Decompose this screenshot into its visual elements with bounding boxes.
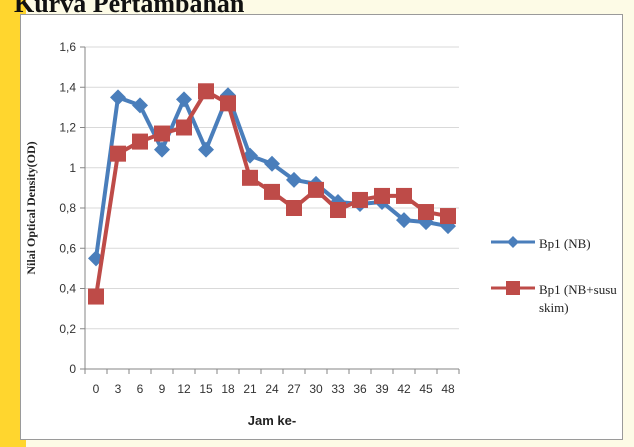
data-point-square — [374, 187, 390, 204]
y-tick-label: 1,6 — [59, 40, 76, 54]
x-tick-label: 33 — [331, 382, 345, 396]
data-point-diamond — [396, 212, 412, 229]
x-tick-label: 12 — [177, 382, 191, 396]
x-tick-label: 27 — [287, 382, 301, 396]
data-point-square — [132, 133, 148, 150]
y-tick-label: 0,4 — [59, 282, 76, 296]
data-point-square — [308, 181, 324, 198]
data-point-square — [220, 95, 236, 112]
data-point-diamond — [264, 155, 280, 172]
data-point-square — [286, 200, 302, 216]
y-tick-label: 0,8 — [59, 201, 76, 215]
data-point-square — [330, 202, 346, 219]
data-point-square — [264, 183, 280, 200]
legend: Bp1 (NB) Bp1 (NB+susu skim) — [491, 233, 634, 323]
data-point-diamond — [198, 141, 214, 158]
labels: 00,20,40,60,811,21,41,60 3 6 9 12 15 18 21 24 27 3… — [24, 40, 455, 428]
y-tick-label: 0 — [69, 362, 76, 376]
x-tick-label: 39 — [375, 382, 389, 396]
data-point-diamond — [132, 97, 148, 114]
legend-label-series-1: Bp1 (NB) — [539, 236, 591, 251]
legend-label-series-2: Bp1 (NB+susu skim) — [539, 282, 617, 315]
x-tick-label: 36 — [353, 382, 367, 396]
x-tick-label: 21 — [243, 382, 257, 396]
page-title: Kurva Pertambahan — [14, 0, 245, 18]
data-point-square — [352, 191, 368, 208]
data-point-square — [242, 169, 258, 186]
x-tick-label: 18 — [221, 382, 235, 396]
y-tick-label: 1,2 — [59, 121, 76, 135]
legend-swatch-square — [491, 281, 535, 295]
x-tick-label: 15 — [199, 382, 213, 396]
x-axis-title: Jam ke- — [248, 413, 296, 428]
legend-item-series-1: Bp1 (NB) — [491, 233, 634, 263]
y-axis-title: Nilai Optical Density(OD) — [24, 141, 38, 274]
x-tick-label: 9 — [159, 382, 166, 396]
x-tick-label: 48 — [441, 382, 455, 396]
data-point-square — [154, 125, 170, 142]
data-point-square — [88, 288, 104, 305]
y-tick-label: 0,6 — [59, 241, 76, 255]
axes — [80, 46, 460, 374]
x-tick-label: 45 — [419, 382, 433, 396]
series-layer — [88, 83, 456, 305]
data-point-diamond — [286, 171, 302, 188]
series-line-1 — [94, 93, 449, 259]
data-point-square — [440, 208, 456, 225]
y-tick-label: 1 — [69, 161, 76, 175]
x-tick-label: 3 — [115, 382, 122, 396]
x-tick-label: 42 — [397, 382, 411, 396]
data-point-diamond — [110, 89, 126, 106]
data-point-square — [396, 187, 412, 204]
data-point-diamond — [154, 141, 170, 158]
line-chart: 00,20,40,60,811,21,41,60 3 6 9 12 15 18 21 24 27 3… — [24, 40, 460, 428]
data-point-square — [176, 119, 192, 136]
x-tick-label: 0 — [93, 382, 100, 396]
data-point-square — [418, 204, 434, 221]
data-point-square — [110, 145, 126, 162]
y-tick-label: 1,4 — [59, 80, 76, 94]
x-tick-label: 6 — [137, 382, 144, 396]
x-tick-label: 24 — [265, 382, 279, 396]
y-tick-label: 0,2 — [59, 322, 76, 336]
data-point-square — [198, 83, 214, 100]
legend-swatch-diamond — [491, 236, 535, 248]
grid-lines — [85, 46, 459, 330]
x-tick-label: 30 — [309, 382, 323, 396]
data-point-diamond — [176, 91, 192, 108]
legend-item-series-2: Bp1 (NB+susu skim) — [491, 279, 634, 323]
chart-area: 0 0,2 0,4 0,6 0,8 1 1,2 1,4 1,6 0 3 6 9 12 15 18 21 24 27 3… — [20, 14, 623, 440]
